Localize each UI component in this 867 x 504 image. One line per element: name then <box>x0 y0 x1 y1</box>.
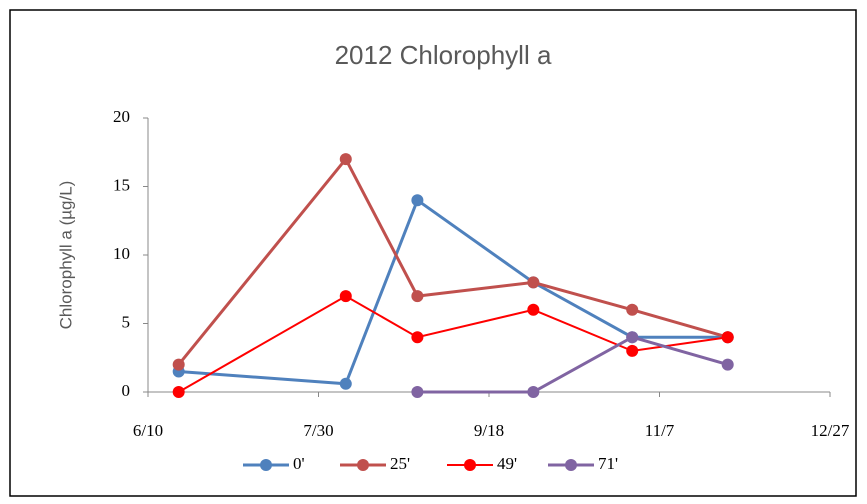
y-tick-label: 5 <box>122 312 131 331</box>
data-point <box>527 276 540 289</box>
y-axis-label: Chlorophyll a (µg/L) <box>56 181 75 330</box>
x-tick-label: 11/7 <box>645 421 675 440</box>
data-point <box>527 386 540 398</box>
data-point <box>172 386 185 398</box>
data-point <box>339 153 352 166</box>
data-point <box>626 303 639 316</box>
legend-marker <box>357 459 369 471</box>
data-point <box>411 194 424 207</box>
legend-marker <box>260 459 272 471</box>
legend-label: 71' <box>598 454 618 473</box>
data-point <box>721 331 734 344</box>
legend-label: 0' <box>293 454 305 473</box>
y-tick-label: 20 <box>113 107 130 126</box>
data-point <box>339 290 352 303</box>
series-line <box>178 294 728 393</box>
data-point <box>411 386 424 398</box>
series-line <box>417 335 729 394</box>
data-point <box>721 358 734 371</box>
x-tick-label: 12/27 <box>811 421 850 440</box>
legend-label: 49' <box>497 454 517 473</box>
x-tick-label: 6/10 <box>133 421 163 440</box>
chart-title: 2012 Chlorophyll a <box>335 40 552 70</box>
data-point <box>527 303 540 316</box>
legend-label: 25' <box>390 454 410 473</box>
data-point <box>411 331 424 344</box>
y-tick-label: 10 <box>113 244 130 263</box>
x-tick-label: 9/18 <box>474 421 504 440</box>
data-point <box>626 331 639 344</box>
legend-marker <box>464 459 476 471</box>
legend-marker <box>565 459 577 471</box>
data-point <box>411 290 424 303</box>
data-point <box>172 358 185 371</box>
y-tick-label: 15 <box>113 175 130 194</box>
y-tick-label: 0 <box>122 381 131 400</box>
x-tick-label: 7/30 <box>303 421 333 440</box>
series-line <box>177 156 729 366</box>
data-point <box>339 377 352 390</box>
chart-frame <box>9 9 857 497</box>
series-line <box>178 197 728 386</box>
data-point <box>626 344 639 357</box>
